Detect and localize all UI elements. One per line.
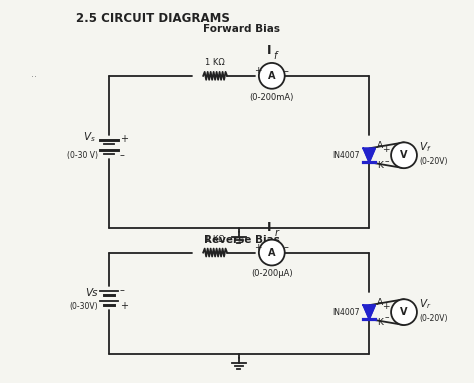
Text: A: A xyxy=(268,247,275,257)
Text: 2.5 CIRCUIT DIAGRAMS: 2.5 CIRCUIT DIAGRAMS xyxy=(76,12,230,25)
Text: (0-200mA): (0-200mA) xyxy=(250,93,294,102)
Text: K: K xyxy=(377,318,383,327)
Text: V: V xyxy=(400,150,408,160)
Text: $r$: $r$ xyxy=(273,227,280,238)
Text: (0-30 V): (0-30 V) xyxy=(67,151,98,160)
Text: –: – xyxy=(283,242,288,253)
Text: $\mathbf{I}$: $\mathbf{I}$ xyxy=(266,44,272,57)
Text: $V_r$: $V_r$ xyxy=(419,297,431,311)
Text: V: V xyxy=(400,307,408,317)
Circle shape xyxy=(259,63,285,89)
Text: +: + xyxy=(120,134,128,144)
Text: +: + xyxy=(254,66,262,75)
Text: $\mathbf{I}$: $\mathbf{I}$ xyxy=(266,221,272,234)
Text: (0-20V): (0-20V) xyxy=(419,157,447,166)
Text: –: – xyxy=(384,157,389,166)
Text: +: + xyxy=(254,243,262,252)
Text: A: A xyxy=(377,141,383,150)
Text: –: – xyxy=(120,285,125,295)
Text: A: A xyxy=(377,298,383,307)
Text: IN4007: IN4007 xyxy=(332,151,359,160)
Polygon shape xyxy=(363,305,375,319)
Text: –: – xyxy=(120,150,125,160)
Text: K: K xyxy=(377,161,383,170)
Text: Forward Bias: Forward Bias xyxy=(203,24,281,34)
Polygon shape xyxy=(363,148,375,162)
Text: –: – xyxy=(384,314,389,322)
Text: +: + xyxy=(120,301,128,311)
Text: $V_s$: $V_s$ xyxy=(83,131,96,144)
Text: +: + xyxy=(382,145,389,154)
Text: +: + xyxy=(382,302,389,311)
Text: (0-20V): (0-20V) xyxy=(419,314,447,322)
Text: 1 KΩ: 1 KΩ xyxy=(205,58,225,67)
Text: $f$: $f$ xyxy=(273,49,280,61)
Text: $V_f$: $V_f$ xyxy=(419,141,431,154)
Circle shape xyxy=(391,142,417,168)
Text: Vs: Vs xyxy=(85,288,98,298)
Circle shape xyxy=(259,240,285,265)
Text: ..: .. xyxy=(31,69,37,79)
Text: (0-200μA): (0-200μA) xyxy=(251,269,292,278)
Text: Reverse Bias: Reverse Bias xyxy=(204,235,280,245)
Text: IN4007: IN4007 xyxy=(332,308,359,317)
Circle shape xyxy=(391,299,417,325)
Text: A: A xyxy=(268,71,275,81)
Text: 1 KΩ: 1 KΩ xyxy=(205,235,225,244)
Text: –: – xyxy=(283,66,288,76)
Text: (0-30V): (0-30V) xyxy=(69,302,98,311)
